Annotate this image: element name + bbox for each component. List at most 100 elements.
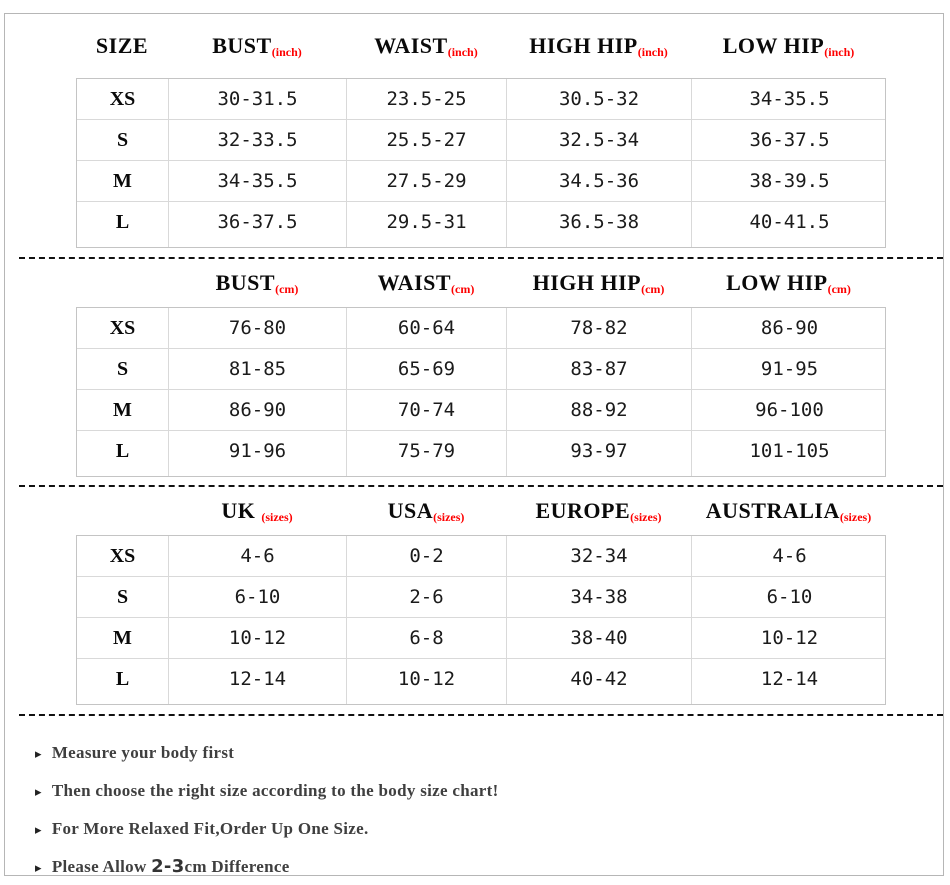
table-cell: 40-42 [507, 659, 692, 704]
column-label: USA [387, 498, 434, 523]
table-cell: 34-38 [507, 577, 692, 617]
table-cell: 6-10 [766, 586, 813, 608]
unit-subscript: (sizes) [433, 510, 465, 524]
table-cell: 27.5-29 [347, 161, 507, 201]
unit-subscript: (sizes) [839, 510, 872, 524]
size-cell: XS [77, 79, 169, 119]
table-cell: 60-64 [347, 308, 507, 348]
table-header-row-cm: BUST(cm) WAIST(cm) HIGH HIP(cm) LOW HIP(… [76, 259, 886, 307]
column-label: BUST [212, 33, 272, 58]
size-cell: XS [77, 536, 169, 576]
table-cell: 75-79 [347, 431, 507, 476]
note-text-before: Please Allow [51, 857, 152, 876]
table-cell: 30.5-32 [507, 79, 692, 119]
column-header-high-hip-cm: HIGH HIP(cm) [506, 270, 691, 296]
column-header-bust-inch: BUST(inch) [168, 33, 346, 59]
size-cell: M [77, 161, 169, 201]
size-table-inch: XS 30-31.5 23.5-25 30.5-32 34-35.5 S 32-… [76, 78, 886, 248]
size-table-cm: XS 76-80 60-64 78-82 86-90 S 81-85 65-69… [76, 307, 886, 477]
table-cell: 12-14 [169, 659, 347, 704]
table-row: L 36-37.5 29.5-31 36.5-38 40-41.5 [77, 202, 885, 247]
note-item: ▸ Measure your body first [35, 742, 943, 766]
column-label: UK [221, 498, 262, 523]
table-cell: 34-35.5 [749, 88, 830, 110]
column-label: LOW HIP [722, 33, 825, 58]
note-item: ▸ Then choose the right size according t… [35, 780, 943, 804]
table-cell: 91-95 [760, 358, 819, 380]
table-cell: 4-6 [772, 545, 807, 567]
column-header-bust-cm: BUST(cm) [168, 270, 346, 296]
table-cell: 65-69 [347, 349, 507, 389]
table-cell: 12-14 [760, 668, 819, 690]
table-cell: 6-10 [169, 577, 347, 617]
table-header-row-inch: SIZE BUST(inch) WAIST(inch) HIGH HIP(inc… [76, 14, 886, 78]
column-header-waist-inch: WAIST(inch) [346, 33, 506, 59]
dashed-divider [19, 257, 943, 259]
column-label: HIGH HIP [532, 270, 642, 295]
column-header-europe: EUROPE(sizes) [506, 498, 691, 524]
size-cell: L [77, 431, 169, 476]
unit-subscript: (cm) [451, 282, 475, 296]
column-label: BUST [215, 270, 276, 295]
column-header-uk: UK (sizes) [168, 498, 346, 524]
table-cell: 6-8 [347, 618, 507, 658]
unit-subscript: (cm) [641, 282, 665, 296]
table-row: L 12-14 10-12 40-42 12-14 [77, 659, 885, 704]
table-cell: 30-31.5 [169, 79, 347, 119]
table-cell: 36.5-38 [507, 202, 692, 247]
table-cell: 88-92 [507, 390, 692, 430]
size-table-inch-section: SIZE BUST(inch) WAIST(inch) HIGH HIP(inc… [5, 14, 943, 248]
table-cell: 101-105 [749, 440, 830, 462]
size-cell: L [77, 202, 169, 247]
table-cell: 34-35.5 [169, 161, 347, 201]
table-cell: 78-82 [507, 308, 692, 348]
unit-subscript: (cm) [275, 282, 299, 296]
table-cell: 81-85 [169, 349, 347, 389]
table-cell: 40-41.5 [749, 211, 830, 233]
note-item: ▸ For More Relaxed Fit,Order Up One Size… [35, 818, 943, 842]
column-label: AUSTRALIA [705, 498, 840, 523]
size-cell: L [77, 659, 169, 704]
table-cell: 0-2 [347, 536, 507, 576]
table-cell: 70-74 [347, 390, 507, 430]
column-header-australia: AUSTRALIA(sizes) [691, 498, 886, 524]
table-cell: 29.5-31 [347, 202, 507, 247]
table-cell: 38-40 [507, 618, 692, 658]
table-cell: 38-39.5 [749, 170, 830, 192]
bullet-triangle-icon: ▸ [35, 861, 42, 876]
size-table-international: XS 4-6 0-2 32-34 4-6 S 6-10 2-6 34-38 6-… [76, 535, 886, 705]
table-row: S 6-10 2-6 34-38 6-10 [77, 577, 885, 618]
notes-section: ▸ Measure your body first ▸ Then choose … [5, 716, 943, 880]
size-cell: M [77, 390, 169, 430]
table-row: S 81-85 65-69 83-87 91-95 [77, 349, 885, 390]
table-row: XS 4-6 0-2 32-34 4-6 [77, 536, 885, 577]
table-cell: 32.5-34 [507, 120, 692, 160]
note-text-after: cm Difference [184, 857, 290, 876]
bullet-triangle-icon: ▸ [35, 747, 42, 762]
column-header-low-hip-inch: LOW HIP(inch) [691, 33, 886, 59]
table-cell: 91-96 [169, 431, 347, 476]
table-cell: 34.5-36 [507, 161, 692, 201]
size-table-cm-section: BUST(cm) WAIST(cm) HIGH HIP(cm) LOW HIP(… [5, 259, 943, 477]
size-cell: S [77, 120, 169, 160]
note-item: ▸ Please Allow 2-3cm Difference [35, 856, 943, 880]
size-chart-frame: SIZE BUST(inch) WAIST(inch) HIGH HIP(inc… [4, 13, 944, 877]
table-cell: 10-12 [347, 659, 507, 704]
size-cell: M [77, 618, 169, 658]
size-table-international-section: UK (sizes) USA(sizes) EUROPE(sizes) AUST… [5, 487, 943, 705]
unit-subscript: (sizes) [261, 510, 293, 524]
note-text-emphasis: 2-3 [151, 856, 185, 877]
table-cell: 86-90 [760, 317, 819, 339]
table-cell: 4-6 [169, 536, 347, 576]
column-label: WAIST [377, 270, 452, 295]
table-row: M 86-90 70-74 88-92 96-100 [77, 390, 885, 431]
table-row: M 10-12 6-8 38-40 10-12 [77, 618, 885, 659]
table-row: S 32-33.5 25.5-27 32.5-34 36-37.5 [77, 120, 885, 161]
size-cell: XS [77, 308, 169, 348]
table-cell: 36-37.5 [749, 129, 830, 151]
table-cell: 93-97 [507, 431, 692, 476]
table-cell: 32-33.5 [169, 120, 347, 160]
unit-subscript: (cm) [827, 282, 851, 296]
column-header-waist-cm: WAIST(cm) [346, 270, 506, 296]
column-label: EUROPE [535, 498, 631, 523]
